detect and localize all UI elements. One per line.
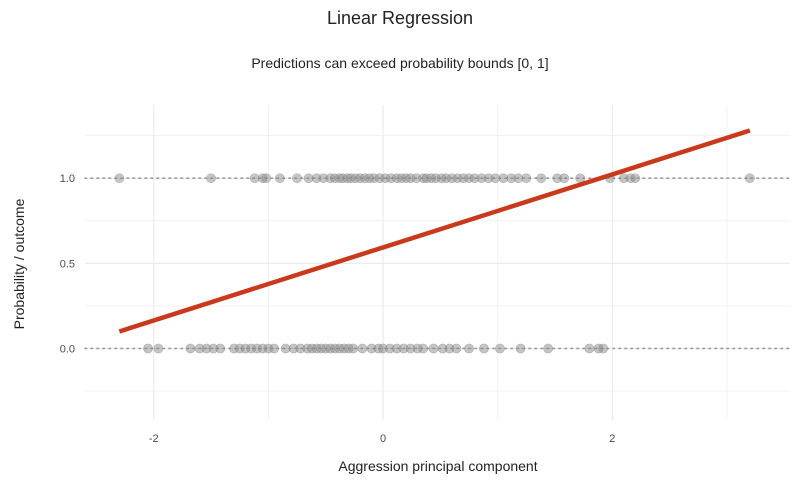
data-point <box>153 343 164 354</box>
data-point <box>464 343 474 354</box>
data-point <box>479 343 489 354</box>
data-point <box>451 343 462 354</box>
y-tick-label: 0.5 <box>60 258 75 270</box>
regression-line <box>118 128 751 334</box>
reference-lines <box>84 177 791 350</box>
data-point <box>269 343 280 354</box>
data-point <box>521 173 532 184</box>
y-axis-title: Probability / outcome <box>11 198 27 329</box>
data-point <box>515 343 526 354</box>
data-point <box>598 343 609 354</box>
data-points <box>114 173 755 354</box>
data-point <box>584 343 595 354</box>
data-point <box>292 173 302 184</box>
data-point <box>206 173 216 184</box>
tick-labels: -2 0 2 0.0 0.5 1.0 <box>60 173 616 445</box>
data-point <box>348 343 359 354</box>
data-point <box>357 343 368 354</box>
data-point <box>495 343 505 354</box>
chart-subtitle: Predictions can exceed probability bound… <box>251 55 549 71</box>
data-point <box>215 343 226 354</box>
x-tick-label: -2 <box>149 433 159 445</box>
data-point <box>744 173 755 184</box>
chart-title: Linear Regression <box>326 8 474 28</box>
data-point <box>114 173 125 184</box>
data-point <box>559 173 570 184</box>
y-tick-label: 0.0 <box>60 343 75 355</box>
data-point <box>418 343 429 354</box>
data-point <box>630 173 641 184</box>
x-axis-title: Aggression principal component <box>338 458 537 474</box>
data-point <box>185 343 196 354</box>
data-point <box>536 173 547 184</box>
y-tick-label: 1.0 <box>60 173 75 185</box>
data-point <box>428 343 439 354</box>
fit-line-layer <box>118 128 751 334</box>
x-tick-label: 2 <box>609 433 615 445</box>
data-point <box>543 343 554 354</box>
data-point <box>261 173 272 184</box>
data-point <box>143 343 153 354</box>
x-tick-label: 0 <box>380 433 386 445</box>
data-point <box>274 173 285 184</box>
